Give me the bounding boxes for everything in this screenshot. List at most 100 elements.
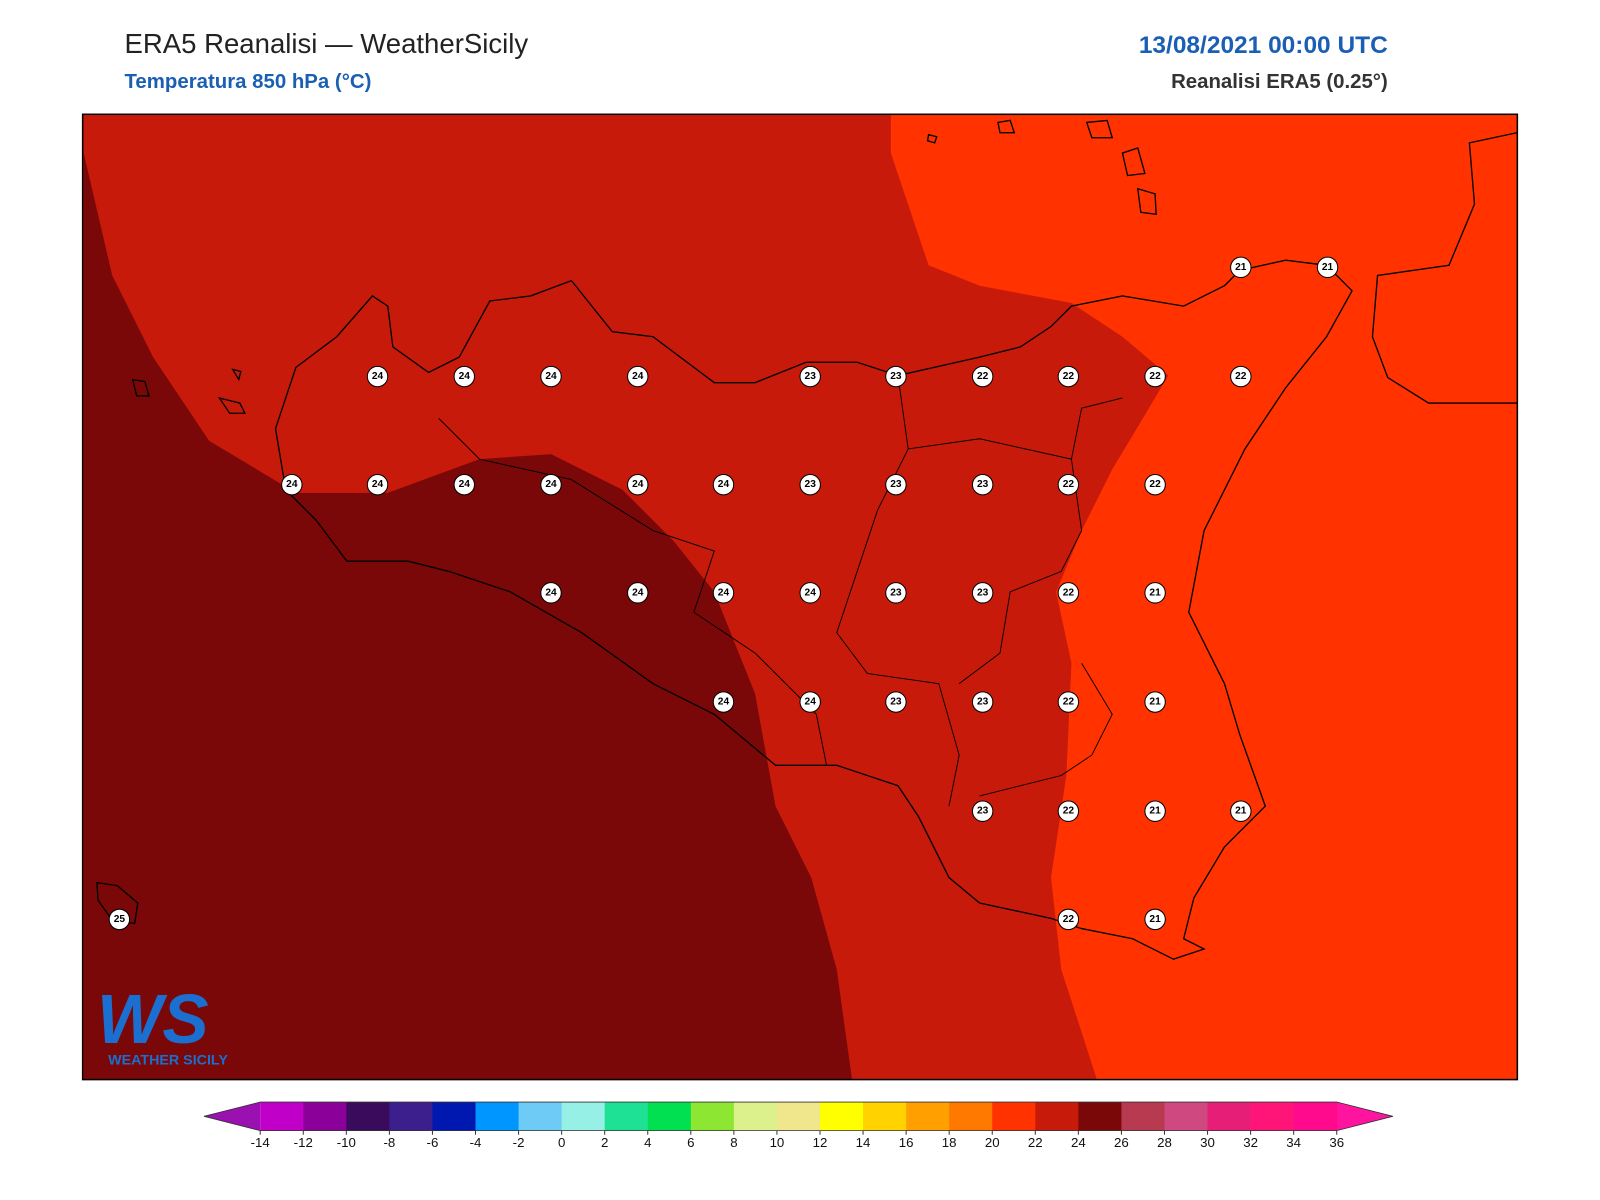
colorbar-bin <box>260 1102 304 1131</box>
station-value: 24 <box>718 697 730 708</box>
colorbar-tick-label: 16 <box>899 1135 914 1150</box>
colorbar-bin <box>1164 1102 1209 1131</box>
station-value: 22 <box>1063 479 1075 490</box>
station-value: 24 <box>718 479 730 490</box>
station: 22 <box>1057 691 1080 713</box>
station: 22 <box>1144 365 1166 388</box>
station-marker <box>627 582 649 604</box>
station-value: 21 <box>1149 914 1161 925</box>
station-value: 23 <box>977 587 989 598</box>
colorbar-tick-label: 18 <box>942 1135 957 1150</box>
station-value: 24 <box>632 479 644 490</box>
colorbar-bin <box>518 1102 563 1131</box>
station-marker <box>1144 800 1166 822</box>
colorbar-bin <box>389 1102 433 1131</box>
station: 24 <box>281 473 303 496</box>
station: 24 <box>366 365 389 388</box>
station-marker <box>1057 365 1080 388</box>
calabria-coast <box>1371 132 1518 404</box>
station-marker <box>971 365 994 388</box>
colorbar-bin <box>647 1102 692 1131</box>
station: 24 <box>453 365 475 388</box>
station-marker <box>540 365 562 388</box>
station-marker <box>712 582 735 604</box>
station-marker <box>971 473 994 496</box>
station-marker <box>1057 473 1080 496</box>
station-marker <box>1230 256 1252 279</box>
station-value: 22 <box>1149 479 1161 490</box>
logo-mark: WS <box>97 980 209 1058</box>
station-value: 22 <box>1063 587 1075 598</box>
colorbar-bin <box>820 1102 864 1131</box>
station-marker <box>453 473 475 496</box>
station: 24 <box>627 365 649 388</box>
colorbar-tick-label: -14 <box>251 1135 270 1150</box>
station-value: 23 <box>977 697 989 708</box>
station-value: 24 <box>545 587 557 598</box>
colorbar-bin <box>1035 1102 1079 1131</box>
coastlines <box>96 119 1518 960</box>
station: 24 <box>799 582 821 604</box>
station-value: 22 <box>1063 914 1075 925</box>
source: Reanalisi ERA5 (0.25°) <box>1171 71 1388 93</box>
station-marker <box>885 473 907 496</box>
station-marker <box>1144 582 1166 604</box>
logo: WS WEATHER SICILY <box>97 980 228 1068</box>
colorbar-bin <box>690 1102 735 1131</box>
colorbar-tick-label: 4 <box>644 1135 651 1150</box>
station-value: 23 <box>890 479 902 490</box>
colorbar-tick-label: 12 <box>813 1135 828 1150</box>
station-value: 22 <box>977 371 989 382</box>
colorbar-tick-label: 26 <box>1114 1135 1129 1150</box>
station-marker <box>712 473 735 496</box>
station: 24 <box>712 691 735 713</box>
station-value: 24 <box>805 587 817 598</box>
station-value: 22 <box>1235 371 1247 382</box>
station-marker <box>885 365 907 388</box>
station-value: 21 <box>1149 697 1161 708</box>
station-value: 24 <box>632 587 644 598</box>
station-marker <box>1144 691 1166 713</box>
colorbar-tick-label: 30 <box>1200 1135 1215 1150</box>
field-20-22 <box>890 114 1518 1080</box>
colorbar-bin <box>1293 1102 1338 1131</box>
colorbar-bin <box>303 1102 347 1131</box>
station-value: 24 <box>805 697 817 708</box>
station-marker <box>1230 365 1252 388</box>
colorbar-tick-label: 32 <box>1243 1135 1258 1150</box>
station: 23 <box>971 800 994 822</box>
colorbar-bin <box>475 1102 520 1131</box>
colorbar-bin <box>949 1102 993 1131</box>
station: 21 <box>1316 256 1339 279</box>
station: 25 <box>108 908 131 931</box>
station-marker <box>971 691 994 713</box>
station-marker <box>108 908 131 931</box>
station: 22 <box>1057 473 1080 496</box>
station-value: 23 <box>977 479 989 490</box>
station: 23 <box>885 365 907 388</box>
station: 24 <box>799 691 821 713</box>
colorbar-tick-label: -4 <box>470 1135 482 1150</box>
station-marker <box>799 473 821 496</box>
station: 23 <box>885 473 907 496</box>
station-value: 23 <box>890 697 902 708</box>
station-marker <box>1057 691 1080 713</box>
station-marker <box>540 582 562 604</box>
colorbar-tick-label: 0 <box>558 1135 565 1150</box>
malta <box>96 881 139 925</box>
field-24-26 <box>83 153 853 1080</box>
colorbar-bin <box>863 1102 907 1131</box>
station-value: 21 <box>1149 587 1161 598</box>
map-frame <box>81 113 1519 1081</box>
colorbar-tick-label: 36 <box>1329 1135 1344 1150</box>
station-value: 24 <box>459 479 471 490</box>
station-marker <box>540 473 562 496</box>
station: 24 <box>627 582 649 604</box>
station-marker <box>1057 800 1080 822</box>
colorbar-bin <box>604 1102 649 1131</box>
station-value: 23 <box>977 806 989 817</box>
station-value: 22 <box>1149 371 1161 382</box>
station-value: 22 <box>1063 697 1075 708</box>
colorbar-tick-label: -8 <box>383 1135 395 1150</box>
